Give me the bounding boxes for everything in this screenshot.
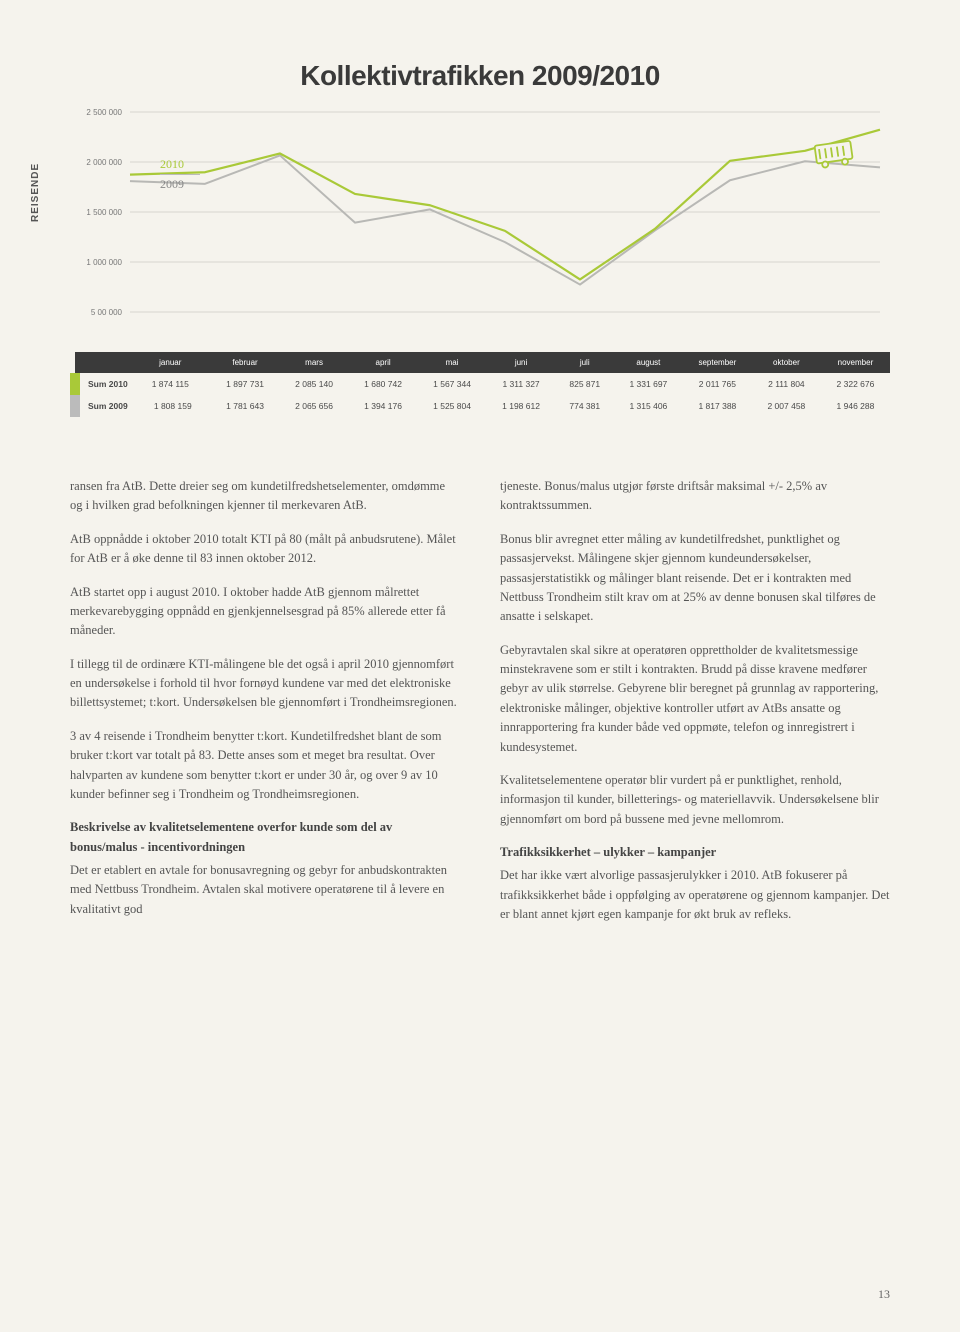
table-cell: 1 680 742 xyxy=(349,373,418,395)
table-cell: 2 007 458 xyxy=(752,395,821,417)
paragraph: Det har ikke vært alvorlige passasjeruly… xyxy=(500,866,890,924)
chart-container: REISENDE 2 500 0002 000 0001 500 0001 00… xyxy=(70,102,890,332)
table-cell: Sum 2009 xyxy=(75,395,135,417)
paragraph: AtB oppnådde i oktober 2010 totalt KTI p… xyxy=(70,530,460,569)
table-cell: 1 817 388 xyxy=(683,395,752,417)
table-cell: 1 874 115 xyxy=(135,373,211,395)
table-header-cell: mars xyxy=(280,352,349,373)
table-cell: 1 331 697 xyxy=(614,373,683,395)
table-header-cell xyxy=(75,352,135,373)
svg-text:5 00 000: 5 00 000 xyxy=(91,308,123,317)
table-cell: 1 525 804 xyxy=(418,395,487,417)
table-header-cell: juli xyxy=(556,352,614,373)
table-cell: 1 315 406 xyxy=(614,395,683,417)
table-cell: 1 567 344 xyxy=(418,373,487,395)
table-cell: 1 808 159 xyxy=(135,395,211,417)
svg-text:2 500 000: 2 500 000 xyxy=(86,108,122,117)
table-header-cell: april xyxy=(349,352,418,373)
table-cell: 1 781 643 xyxy=(211,395,280,417)
page-title: Kollektivtrafikken 2009/2010 xyxy=(70,60,890,92)
paragraph: I tillegg til de ordinære KTI-målingene … xyxy=(70,655,460,713)
paragraph: ransen fra AtB. Dette dreier seg om kund… xyxy=(70,477,460,516)
table-header-cell: august xyxy=(614,352,683,373)
table-cell: 1 394 176 xyxy=(349,395,418,417)
paragraph: Bonus blir avregnet etter måling av kund… xyxy=(500,530,890,627)
body-columns: ransen fra AtB. Dette dreier seg om kund… xyxy=(70,477,890,939)
series-label-2009: 2009 xyxy=(160,174,200,192)
table-cell: Sum 2010 xyxy=(75,373,135,395)
table-cell: 1 198 612 xyxy=(487,395,556,417)
table-cell: 1 946 288 xyxy=(821,395,890,417)
paragraph: AtB startet opp i august 2010. I oktober… xyxy=(70,583,460,641)
bus-icon xyxy=(810,137,860,178)
svg-text:1 000 000: 1 000 000 xyxy=(86,258,122,267)
table-header-cell: september xyxy=(683,352,752,373)
table-cell: 774 381 xyxy=(556,395,614,417)
y-axis-label: REISENDE xyxy=(30,163,41,222)
table-cell: 825 871 xyxy=(556,373,614,395)
paragraph: Kvalitetselementene operatør blir vurder… xyxy=(500,771,890,829)
table-cell: 1 311 327 xyxy=(487,373,556,395)
table-cell: 2 065 656 xyxy=(280,395,349,417)
paragraph: Gebyravtalen skal sikre at operatøren op… xyxy=(500,641,890,757)
table-header-cell: oktober xyxy=(752,352,821,373)
table-row: Sum 20101 874 1151 897 7312 085 1401 680… xyxy=(75,373,890,395)
left-column: ransen fra AtB. Dette dreier seg om kund… xyxy=(70,477,460,939)
table-header-cell: januar xyxy=(135,352,211,373)
table-header-row: januarfebruarmarsaprilmaijunijuliaugusts… xyxy=(75,352,890,373)
table-cell: 2 085 140 xyxy=(280,373,349,395)
data-table: januarfebruarmarsaprilmaijunijuliaugusts… xyxy=(70,352,890,417)
table-header-cell: november xyxy=(821,352,890,373)
section-heading: Beskrivelse av kvalitetselementene overf… xyxy=(70,818,460,857)
table-cell: 1 897 731 xyxy=(211,373,280,395)
table-cell: 2 322 676 xyxy=(821,373,890,395)
page-number: 13 xyxy=(878,1287,890,1302)
table-cell: 2 111 804 xyxy=(752,373,821,395)
table-header-cell: juni xyxy=(487,352,556,373)
table-header-cell: februar xyxy=(211,352,280,373)
paragraph: tjeneste. Bonus/malus utgjør første drif… xyxy=(500,477,890,516)
paragraph: 3 av 4 reisende i Trondheim benytter t:k… xyxy=(70,727,460,805)
paragraph: Det er etablert en avtale for bonusavreg… xyxy=(70,861,460,919)
table-header-cell: mai xyxy=(418,352,487,373)
svg-text:2 000 000: 2 000 000 xyxy=(86,158,122,167)
right-column: tjeneste. Bonus/malus utgjør første drif… xyxy=(500,477,890,939)
section-heading: Trafikksikkerhet – ulykker – kampanjer xyxy=(500,843,890,862)
line-chart: 2 500 000 2 000 000 1 500 000 1 000 000 5 00… xyxy=(70,102,890,332)
table-cell: 2 011 765 xyxy=(683,373,752,395)
table-row: Sum 20091 808 1591 781 6432 065 6561 394… xyxy=(75,395,890,417)
series-label-2010: 2010 xyxy=(160,157,184,172)
svg-text:1 500 000: 1 500 000 xyxy=(86,208,122,217)
